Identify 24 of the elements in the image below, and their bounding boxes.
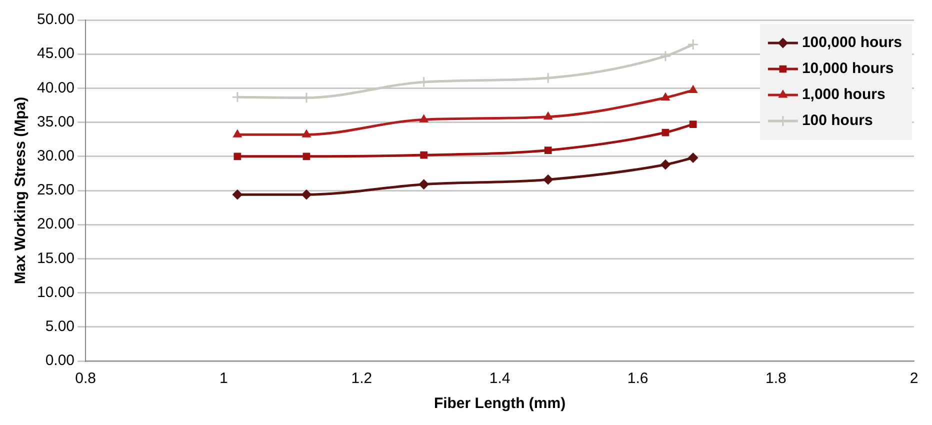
x-tick-label: 1.4 bbox=[489, 370, 510, 388]
y-tick-label: 0.00 bbox=[45, 352, 75, 370]
y-tick-label: 10.00 bbox=[36, 284, 75, 301]
x-tick-label: 2 bbox=[910, 370, 918, 388]
x-tick-label: 1.8 bbox=[765, 370, 786, 388]
y-tick-label: 25.00 bbox=[36, 182, 75, 199]
legend-label: 100 hours bbox=[802, 112, 873, 130]
y-tick-label: 20.00 bbox=[36, 216, 75, 233]
legend-label: 10,000 hours bbox=[802, 60, 894, 78]
y-tick-label: 5.00 bbox=[45, 318, 75, 336]
x-tick-label: 1.6 bbox=[627, 370, 648, 388]
y-axis-title: Max Working Stress (Mpa) bbox=[12, 96, 30, 284]
x-tick-label: 1.2 bbox=[351, 370, 372, 388]
legend-label: 1,000 hours bbox=[802, 86, 886, 104]
x-tick-label: 0.8 bbox=[75, 370, 96, 388]
y-tick-label: 15.00 bbox=[36, 250, 75, 267]
x-axis-title: Fiber Length (mm) bbox=[434, 395, 566, 412]
y-tick-label: 35.00 bbox=[36, 113, 75, 130]
legend-label: 100,000 hours bbox=[802, 34, 902, 52]
y-tick-label: 30.00 bbox=[36, 148, 75, 165]
y-tick-label: 50.00 bbox=[36, 11, 75, 28]
y-tick-label: 40.00 bbox=[36, 79, 75, 96]
x-tick-label: 1 bbox=[219, 370, 228, 388]
y-tick-label: 45.00 bbox=[36, 45, 75, 62]
